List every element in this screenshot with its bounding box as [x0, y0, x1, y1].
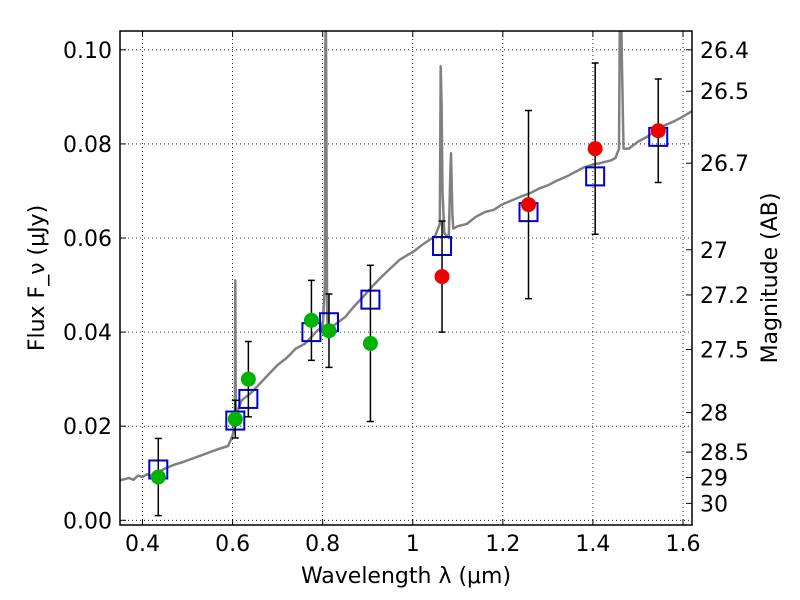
y-tick-label: 0.04: [63, 321, 112, 346]
y-tick-label: 0.08: [63, 133, 112, 158]
observed-flux-point: [303, 312, 319, 328]
x-tick-label: 1.4: [575, 532, 610, 557]
right-axis-label: Magnitude (AB): [758, 193, 783, 364]
observed-flux-point: [321, 323, 337, 339]
right-tick-label: 26.4: [700, 39, 749, 64]
y-tick-label: 0.06: [63, 227, 112, 252]
right-tick-label: 27.5: [700, 339, 749, 364]
plot-content: [120, 31, 692, 517]
x-axis-label: Wavelength λ (μm): [301, 564, 511, 589]
observed-flux-point: [434, 269, 450, 285]
axis-ticks: 0.4 0.6 0.8 1 1.2 1.4 1.6 0.00 0.02 0.04 0.06 0.08 0…: [63, 31, 749, 557]
observed-flux-point: [240, 371, 256, 387]
observed-flux-point: [227, 411, 243, 427]
observed-flux-point: [521, 197, 537, 213]
right-tick-label: 28: [700, 402, 728, 427]
model-spectrum-line: [120, 31, 692, 482]
right-tick-label: 29: [700, 466, 728, 491]
y-tick-label: 0.00: [63, 509, 112, 534]
y-tick-label: 0.02: [63, 415, 112, 440]
observed-flux-point: [362, 335, 378, 351]
x-tick-label: 0.4: [125, 532, 160, 557]
right-tick-label: 26.5: [700, 80, 749, 105]
right-tick-label: 28.5: [700, 441, 749, 466]
x-tick-label: 1.6: [665, 532, 700, 557]
grid-lines: [120, 31, 692, 525]
x-tick-label: 0.6: [215, 532, 250, 557]
right-tick-label: 26.7: [700, 152, 749, 177]
right-tick-label: 27.2: [700, 284, 749, 309]
x-tick-label: 1: [406, 532, 420, 557]
observed-flux-point: [150, 469, 166, 485]
x-tick-label: 1.2: [485, 532, 520, 557]
x-tick-label: 0.8: [305, 532, 340, 557]
right-tick-label: 27: [700, 239, 728, 264]
y-axis-label: Flux F_ν (μJy): [25, 205, 50, 351]
plot-frame: [119, 30, 693, 526]
right-tick-label: 30: [700, 492, 728, 517]
observed-flux-point: [587, 141, 603, 157]
y-tick-label: 0.10: [63, 39, 112, 64]
observed-flux-point: [650, 123, 666, 139]
